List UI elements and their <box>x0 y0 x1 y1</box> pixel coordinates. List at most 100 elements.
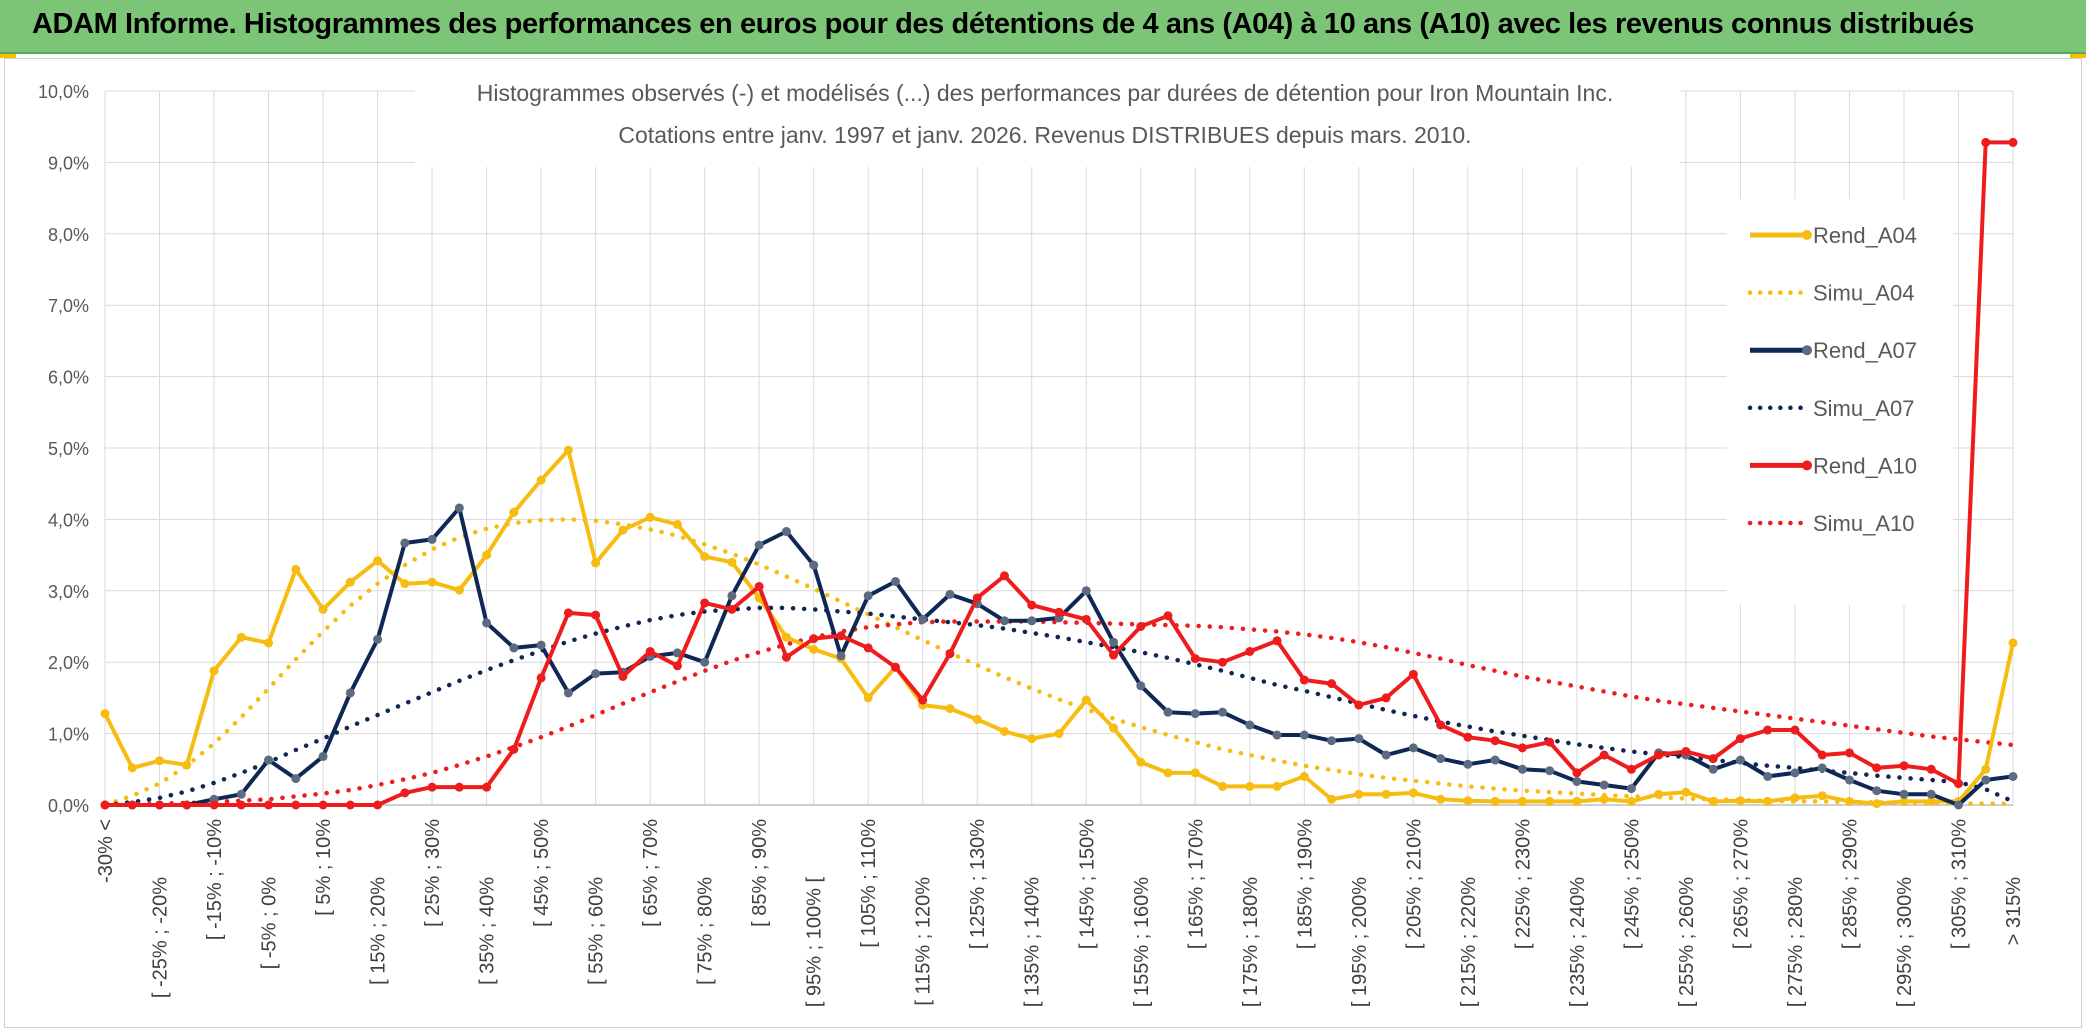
x-tick-label: [ 45% ; 50% <box>531 819 553 927</box>
data-point-rend_a10 <box>1844 748 1854 758</box>
data-point-rend_a07 <box>781 527 791 537</box>
data-point-rend_a07 <box>672 648 682 658</box>
data-point-rend_a07 <box>1299 730 1309 740</box>
data-point-rend_a04 <box>1327 794 1337 804</box>
data-point-rend_a07 <box>809 560 819 570</box>
x-tick-label: [ 205% ; 210% <box>1403 819 1425 949</box>
data-point-rend_a10 <box>1190 654 1200 664</box>
data-point-rend_a07 <box>1844 775 1854 785</box>
data-point-rend_a04 <box>1626 796 1636 806</box>
data-point-rend_a10 <box>509 744 519 754</box>
data-point-rend_a10 <box>618 671 628 681</box>
y-tick-label: 3,0% <box>48 582 89 602</box>
x-tick-label: [ 55% ; 60% <box>586 877 608 985</box>
data-point-rend_a04 <box>1517 796 1527 806</box>
data-point-rend_a04 <box>1272 781 1282 791</box>
data-point-rend_a07 <box>1790 768 1800 778</box>
data-point-rend_a07 <box>700 657 710 667</box>
data-point-rend_a04 <box>1054 729 1064 739</box>
data-point-rend_a10 <box>1054 607 1064 617</box>
x-tick-label: [ 155% ; 160% <box>1131 877 1153 1007</box>
data-point-rend_a10 <box>1218 657 1228 667</box>
data-point-rend_a04 <box>1408 788 1418 798</box>
data-point-rend_a04 <box>1872 799 1882 809</box>
data-point-rend_a10 <box>754 582 764 592</box>
data-point-rend_a04 <box>264 638 274 648</box>
data-point-rend_a07 <box>1190 709 1200 719</box>
data-point-rend_a07 <box>1926 789 1936 799</box>
data-point-rend_a04 <box>155 756 165 766</box>
data-point-rend_a07 <box>291 774 301 784</box>
data-point-rend_a10 <box>536 673 546 683</box>
x-tick-label: [ 295% ; 300% <box>1894 877 1916 1007</box>
data-point-rend_a04 <box>1654 789 1664 799</box>
data-point-rend_a04 <box>1817 791 1827 801</box>
x-tick-label: [ 25% ; 30% <box>422 819 444 927</box>
x-tick-label: [ 135% ; 140% <box>1022 877 1044 1007</box>
data-point-rend_a10 <box>1763 725 1773 735</box>
legend-marker <box>1802 460 1812 471</box>
data-point-rend_a07 <box>945 589 955 599</box>
data-point-rend_a04 <box>536 475 546 485</box>
data-point-rend_a10 <box>264 800 274 810</box>
data-point-rend_a04 <box>1027 734 1037 744</box>
data-point-rend_a04 <box>999 726 1009 736</box>
data-point-rend_a10 <box>236 800 246 810</box>
data-point-rend_a04 <box>1926 796 1936 806</box>
x-tick-label: [ 225% ; 230% <box>1512 819 1534 949</box>
x-tick-label: [ 195% ; 200% <box>1349 877 1371 1007</box>
x-tick-label: [ 15% ; 20% <box>368 877 390 985</box>
data-point-rend_a07 <box>1763 771 1773 781</box>
y-tick-label: 0,0% <box>48 796 89 816</box>
data-point-rend_a07 <box>1953 800 1963 810</box>
series-line-rend_a07 <box>105 506 2014 807</box>
data-point-rend_a07 <box>754 540 764 550</box>
data-point-rend_a04 <box>1163 768 1173 778</box>
data-point-rend_a04 <box>427 577 437 587</box>
data-point-rend_a07 <box>1381 750 1391 760</box>
data-point-rend_a10 <box>1027 600 1037 610</box>
y-tick-label: 10,0% <box>38 82 89 102</box>
data-point-rend_a10 <box>1899 761 1909 771</box>
data-point-rend_a07 <box>1109 637 1119 647</box>
data-point-rend_a10 <box>781 652 791 662</box>
data-point-rend_a07 <box>2008 771 2018 781</box>
report-title: ADAM Informe. Histogrammes des performan… <box>32 8 1974 40</box>
data-point-rend_a04 <box>1436 794 1446 804</box>
x-tick-label: [ 65% ; 70% <box>640 819 662 927</box>
data-point-rend_a04 <box>1381 789 1391 799</box>
data-point-rend_a04 <box>727 557 737 567</box>
data-point-rend_a07 <box>400 538 410 548</box>
data-point-rend_a10 <box>1136 622 1146 631</box>
data-point-rend_a07 <box>1245 720 1255 730</box>
x-tick-label: [ -15% ; -10% <box>204 819 226 940</box>
data-point-rend_a04 <box>373 556 383 566</box>
data-point-rend_a04 <box>563 445 573 455</box>
data-point-rend_a04 <box>1109 723 1119 733</box>
x-tick-label: [ 285% ; 290% <box>1839 819 1861 949</box>
legend-marker <box>1802 230 1812 240</box>
x-tick-label: [ 305% ; 310% <box>1948 819 1970 949</box>
x-tick-label: [ 35% ; 40% <box>477 877 499 985</box>
series-line-simu_a04 <box>102 517 2016 808</box>
data-point-rend_a07 <box>999 616 1009 626</box>
data-point-rend_a04 <box>1681 787 1691 797</box>
data-point-rend_a07 <box>1735 755 1745 765</box>
data-point-rend_a04 <box>318 604 328 614</box>
data-point-rend_a04 <box>1599 794 1609 804</box>
data-point-rend_a10 <box>863 643 873 653</box>
data-point-rend_a04 <box>1490 796 1500 806</box>
data-point-rend_a10 <box>836 631 846 641</box>
data-point-rend_a04 <box>291 564 301 574</box>
data-point-rend_a07 <box>1572 776 1582 786</box>
legend-label: Simu_A10 <box>1813 511 1915 536</box>
data-point-rend_a07 <box>482 618 492 628</box>
data-point-rend_a10 <box>373 800 383 810</box>
data-point-rend_a10 <box>1626 764 1636 774</box>
data-point-rend_a07 <box>1490 755 1500 765</box>
data-point-rend_a10 <box>1299 675 1309 685</box>
data-point-rend_a07 <box>836 651 846 661</box>
chart-subtitle: Cotations entre janv. 1997 et janv. 2026… <box>618 122 1471 148</box>
data-point-rend_a10 <box>427 782 437 792</box>
data-point-rend_a10 <box>345 800 355 810</box>
